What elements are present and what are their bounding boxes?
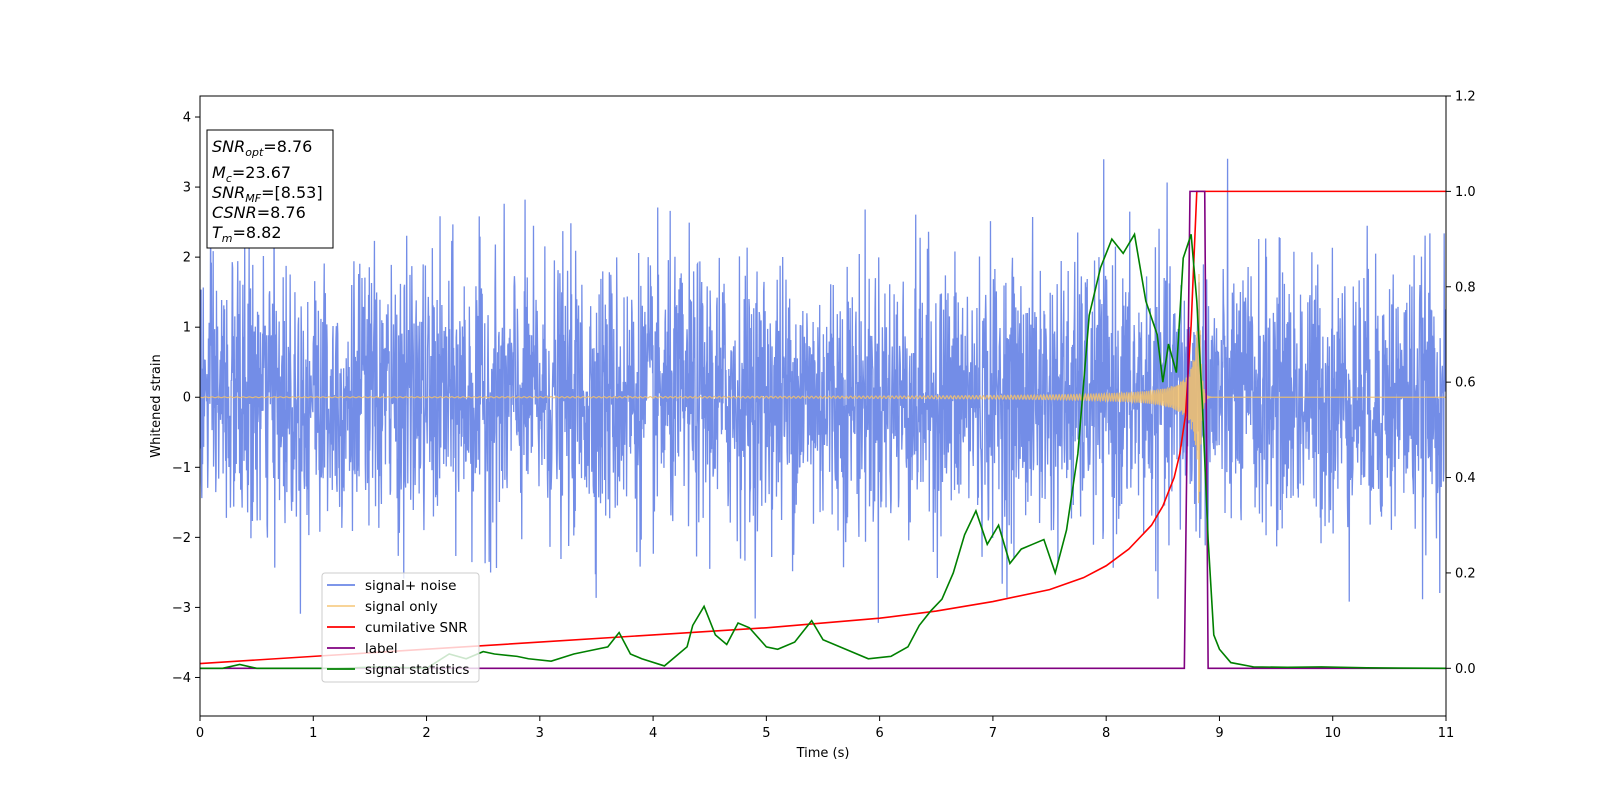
annotation-line: SNRopt=8.76: [212, 137, 312, 159]
legend-frame: [321, 572, 480, 683]
x-tick-label: 4: [649, 726, 657, 741]
y-left-tick-label: 4: [183, 111, 191, 126]
y-left-tick-label: −1: [172, 461, 191, 476]
x-tick-label: 8: [1102, 726, 1110, 741]
y-left-tick-label: 2: [183, 251, 191, 266]
annotation-line: SNRMF=[8.53]: [212, 183, 323, 205]
series-signal-noise-line: [200, 158, 1446, 623]
annotation-box: SNRopt=8.76 Mc=23.67SNRMF=[8.53]CSNR=8.76…: [206, 129, 334, 249]
legend-label: label: [365, 641, 398, 657]
x-tick-label: 0: [196, 726, 204, 741]
x-tick-label: 10: [1324, 726, 1341, 741]
y-right-tick-label: 0.4: [1455, 471, 1476, 486]
x-axis-label: Time (s): [796, 746, 850, 761]
y-left-tick-label: 1: [183, 321, 191, 336]
legend-label: signal+ noise: [365, 578, 456, 594]
y-right-tick-label: 1.0: [1455, 185, 1476, 200]
x-tick-label: 6: [875, 726, 883, 741]
y-left-tick-label: −2: [172, 531, 191, 546]
y-right-tick-label: 0.6: [1455, 376, 1476, 391]
x-tick-label: 11: [1438, 726, 1455, 741]
legend: signal+ noise signal only cumilative SNR la…: [321, 572, 480, 683]
x-tick-label: 1: [309, 726, 317, 741]
y-left-tick-label: −3: [172, 601, 191, 616]
legend-label: signal statistics: [365, 662, 469, 678]
legend-label: cumilative SNR: [365, 620, 468, 636]
y-left-tick-label: −4: [172, 671, 191, 686]
y-right-tick-label: 0.0: [1455, 662, 1476, 677]
annotation-box-frame: [206, 129, 334, 249]
legend-label: signal only: [365, 599, 438, 615]
y-left-tick-label: 0: [183, 391, 191, 406]
series-signal-only-line: [200, 274, 1446, 504]
annotation-line: Tm=8.82: [212, 223, 282, 245]
x-tick-label: 9: [1215, 726, 1223, 741]
annotation-line: Mc=23.67: [212, 163, 291, 185]
series-label-line: [200, 190, 1446, 670]
plot-area-frame: [199, 95, 1447, 717]
y-right-tick-label: 0.2: [1455, 566, 1476, 581]
y-axis-label: Whitened strain: [149, 354, 164, 457]
x-tick-label: 2: [422, 726, 430, 741]
annotation-line: CSNR=8.76: [212, 203, 306, 222]
x-tick-label: 3: [536, 726, 544, 741]
y-right-tick-label: 1.2: [1455, 90, 1476, 105]
x-tick-label: 7: [989, 726, 997, 741]
series-signal-statistics-line: [200, 232, 1446, 670]
x-tick-label: 5: [762, 726, 770, 741]
y-left-tick-label: 3: [183, 181, 191, 196]
y-right-tick-label: 0.8: [1455, 280, 1476, 295]
